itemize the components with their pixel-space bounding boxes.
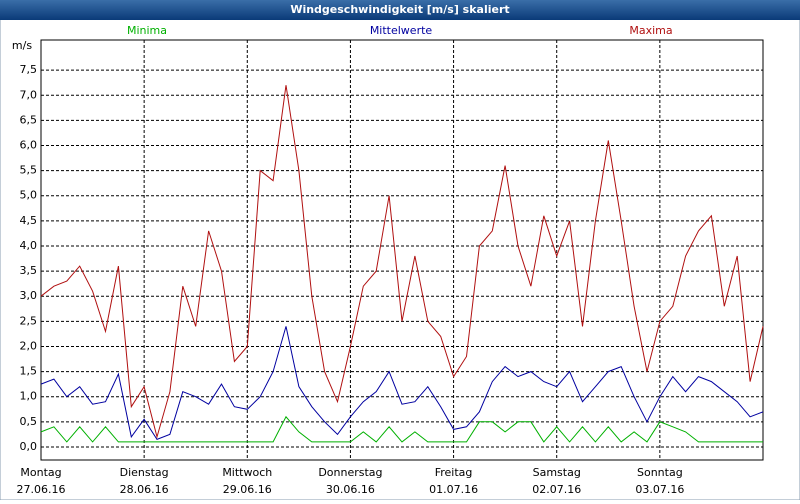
y-tick-label: 7,0 xyxy=(20,88,38,101)
series-line xyxy=(40,415,763,443)
x-tick-date: 01.07.16 xyxy=(429,483,478,496)
title-bar xyxy=(0,0,800,20)
x-tick-label: Freitag xyxy=(435,466,473,479)
x-tick-date: 02.07.16 xyxy=(532,483,581,496)
y-tick-label: 5,5 xyxy=(20,164,38,177)
y-tick-label: 3,5 xyxy=(20,264,38,277)
x-tick-label: Samstag xyxy=(533,466,581,479)
y-tick-label: 1,0 xyxy=(20,390,38,403)
legend-entry: Minima xyxy=(127,24,167,37)
x-tick-date: 29.06.16 xyxy=(223,483,272,496)
x-tick-date: 28.06.16 xyxy=(120,483,169,496)
y-tick-label: 4,5 xyxy=(20,214,38,227)
x-tick-label: Dienstag xyxy=(120,466,169,479)
x-tick-label: Montag xyxy=(20,466,61,479)
y-tick-label: 7,5 xyxy=(20,63,38,76)
chart-title: Windgeschwindigkeit [m/s] skaliert xyxy=(290,3,509,16)
y-tick-label: 2,5 xyxy=(20,314,38,327)
y-tick-label: 6,0 xyxy=(20,139,38,152)
y-tick-label: 0,0 xyxy=(20,440,38,453)
series-line xyxy=(40,85,764,439)
y-tick-label: 0,5 xyxy=(20,415,38,428)
y-unit: m/s xyxy=(12,39,32,52)
y-tick-label: 3,0 xyxy=(20,289,38,302)
series-line xyxy=(40,326,764,441)
y-tick-label: 4,0 xyxy=(20,239,38,252)
legend-entry: Maxima xyxy=(629,24,672,37)
x-tick-date: 27.06.16 xyxy=(17,483,66,496)
y-tick-label: 6,5 xyxy=(20,113,38,126)
y-tick-label: 2,0 xyxy=(20,339,38,352)
y-tick-label: 5,0 xyxy=(20,189,38,202)
x-tick-label: Mittwoch xyxy=(222,466,272,479)
x-tick-label: Donnerstag xyxy=(318,466,382,479)
y-tick-label: 1,5 xyxy=(20,365,38,378)
legend-entry: Mittelwerte xyxy=(370,24,433,37)
x-tick-date: 03.07.16 xyxy=(635,483,684,496)
x-tick-label: Sonntag xyxy=(637,466,683,479)
x-tick-date: 30.06.16 xyxy=(326,483,375,496)
